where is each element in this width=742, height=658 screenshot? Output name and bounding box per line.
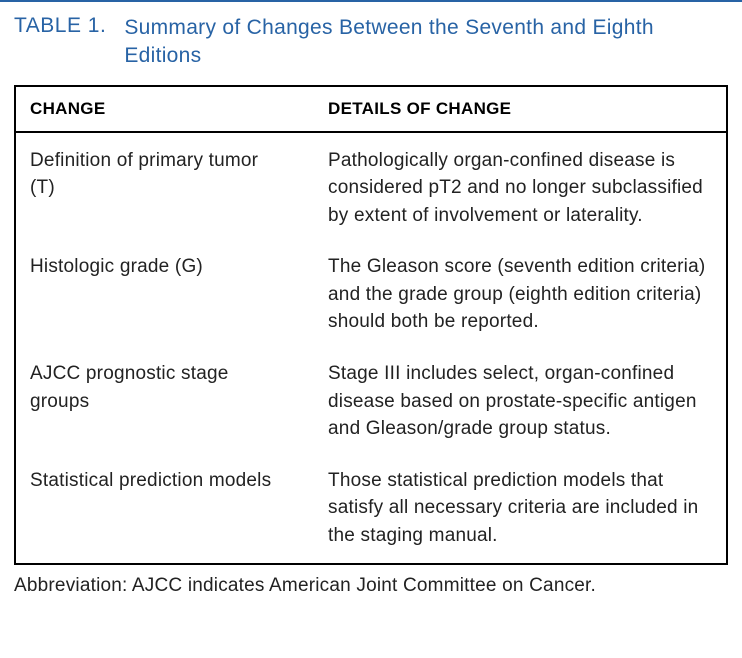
- cell-details: Pathologically organ-confined disease is…: [314, 132, 727, 244]
- table-header-row: CHANGE DETAILS OF CHANGE: [15, 86, 727, 132]
- abbreviation-note: Abbreviation: AJCC indicates American Jo…: [0, 565, 742, 597]
- table-container: TABLE 1. Summary of Changes Between the …: [0, 0, 742, 658]
- cell-details: The Gleason score (seventh edition crite…: [314, 243, 727, 350]
- table-caption: TABLE 1. Summary of Changes Between the …: [0, 10, 742, 85]
- cell-details: Stage III includes select, organ-confine…: [314, 350, 727, 457]
- cell-details: Those statistical prediction models that…: [314, 457, 727, 565]
- table-title: Summary of Changes Between the Seventh a…: [124, 14, 728, 71]
- table-row: AJCC prognostic stage groups Stage III i…: [15, 350, 727, 457]
- data-table: CHANGE DETAILS OF CHANGE Definition of p…: [14, 85, 728, 566]
- table-row: Statistical prediction models Those stat…: [15, 457, 727, 565]
- cell-change: Histologic grade (G): [15, 243, 314, 350]
- table-row: Histologic grade (G) The Gleason score (…: [15, 243, 727, 350]
- cell-change: Statistical prediction models: [15, 457, 314, 565]
- cell-change: Definition of primary tumor (T): [15, 132, 314, 244]
- table-label: TABLE 1.: [14, 14, 106, 38]
- cell-change: AJCC prognostic stage groups: [15, 350, 314, 457]
- table-row: Definition of primary tumor (T) Patholog…: [15, 132, 727, 244]
- header-details: DETAILS OF CHANGE: [314, 86, 727, 132]
- top-rule: [0, 0, 742, 2]
- header-change: CHANGE: [15, 86, 314, 132]
